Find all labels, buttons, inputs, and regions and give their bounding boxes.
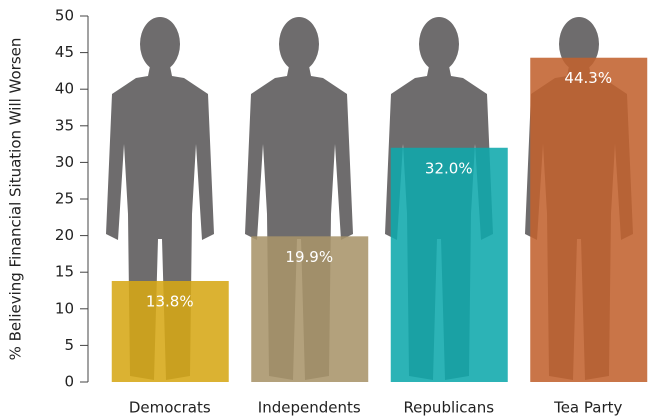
x-tick-label: Democrats — [129, 399, 211, 417]
y-tick-label: 40 — [55, 80, 74, 98]
y-tick-label: 15 — [55, 263, 74, 281]
bar — [390, 147, 508, 382]
y-tick-label: 0 — [64, 373, 74, 391]
y-tick-label: 35 — [55, 116, 74, 134]
y-tick-label: 25 — [55, 190, 74, 208]
y-tick-label: 45 — [55, 43, 74, 61]
x-tick-label: Republicans — [403, 399, 494, 417]
value-label: 13.8% — [146, 292, 194, 310]
value-label: 32.0% — [425, 159, 473, 177]
y-tick-label: 5 — [64, 336, 74, 354]
bar — [530, 57, 648, 382]
y-axis-label: % Believing Financial Situation Will Wor… — [7, 38, 25, 361]
value-label: 19.9% — [285, 248, 333, 266]
y-tick-label: 10 — [55, 299, 74, 317]
x-tick-label: Tea Party — [553, 399, 622, 417]
y-tick-label: 30 — [55, 153, 74, 171]
y-tick-label: 20 — [55, 226, 74, 244]
bar — [251, 236, 369, 382]
value-label: 44.3% — [564, 69, 612, 87]
bar — [111, 280, 229, 382]
y-tick-label: 50 — [55, 7, 74, 25]
x-tick-label: Independents — [258, 399, 361, 417]
